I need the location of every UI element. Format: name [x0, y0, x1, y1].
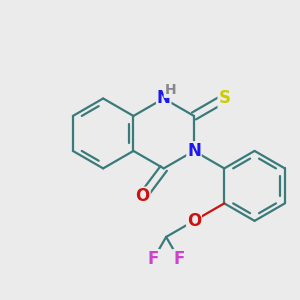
Text: O: O [187, 212, 201, 230]
Text: N: N [157, 89, 171, 107]
Text: N: N [187, 142, 201, 160]
Text: S: S [218, 89, 230, 107]
Text: F: F [148, 250, 159, 268]
Text: H: H [164, 83, 176, 97]
Text: F: F [173, 250, 184, 268]
Text: O: O [136, 188, 150, 206]
